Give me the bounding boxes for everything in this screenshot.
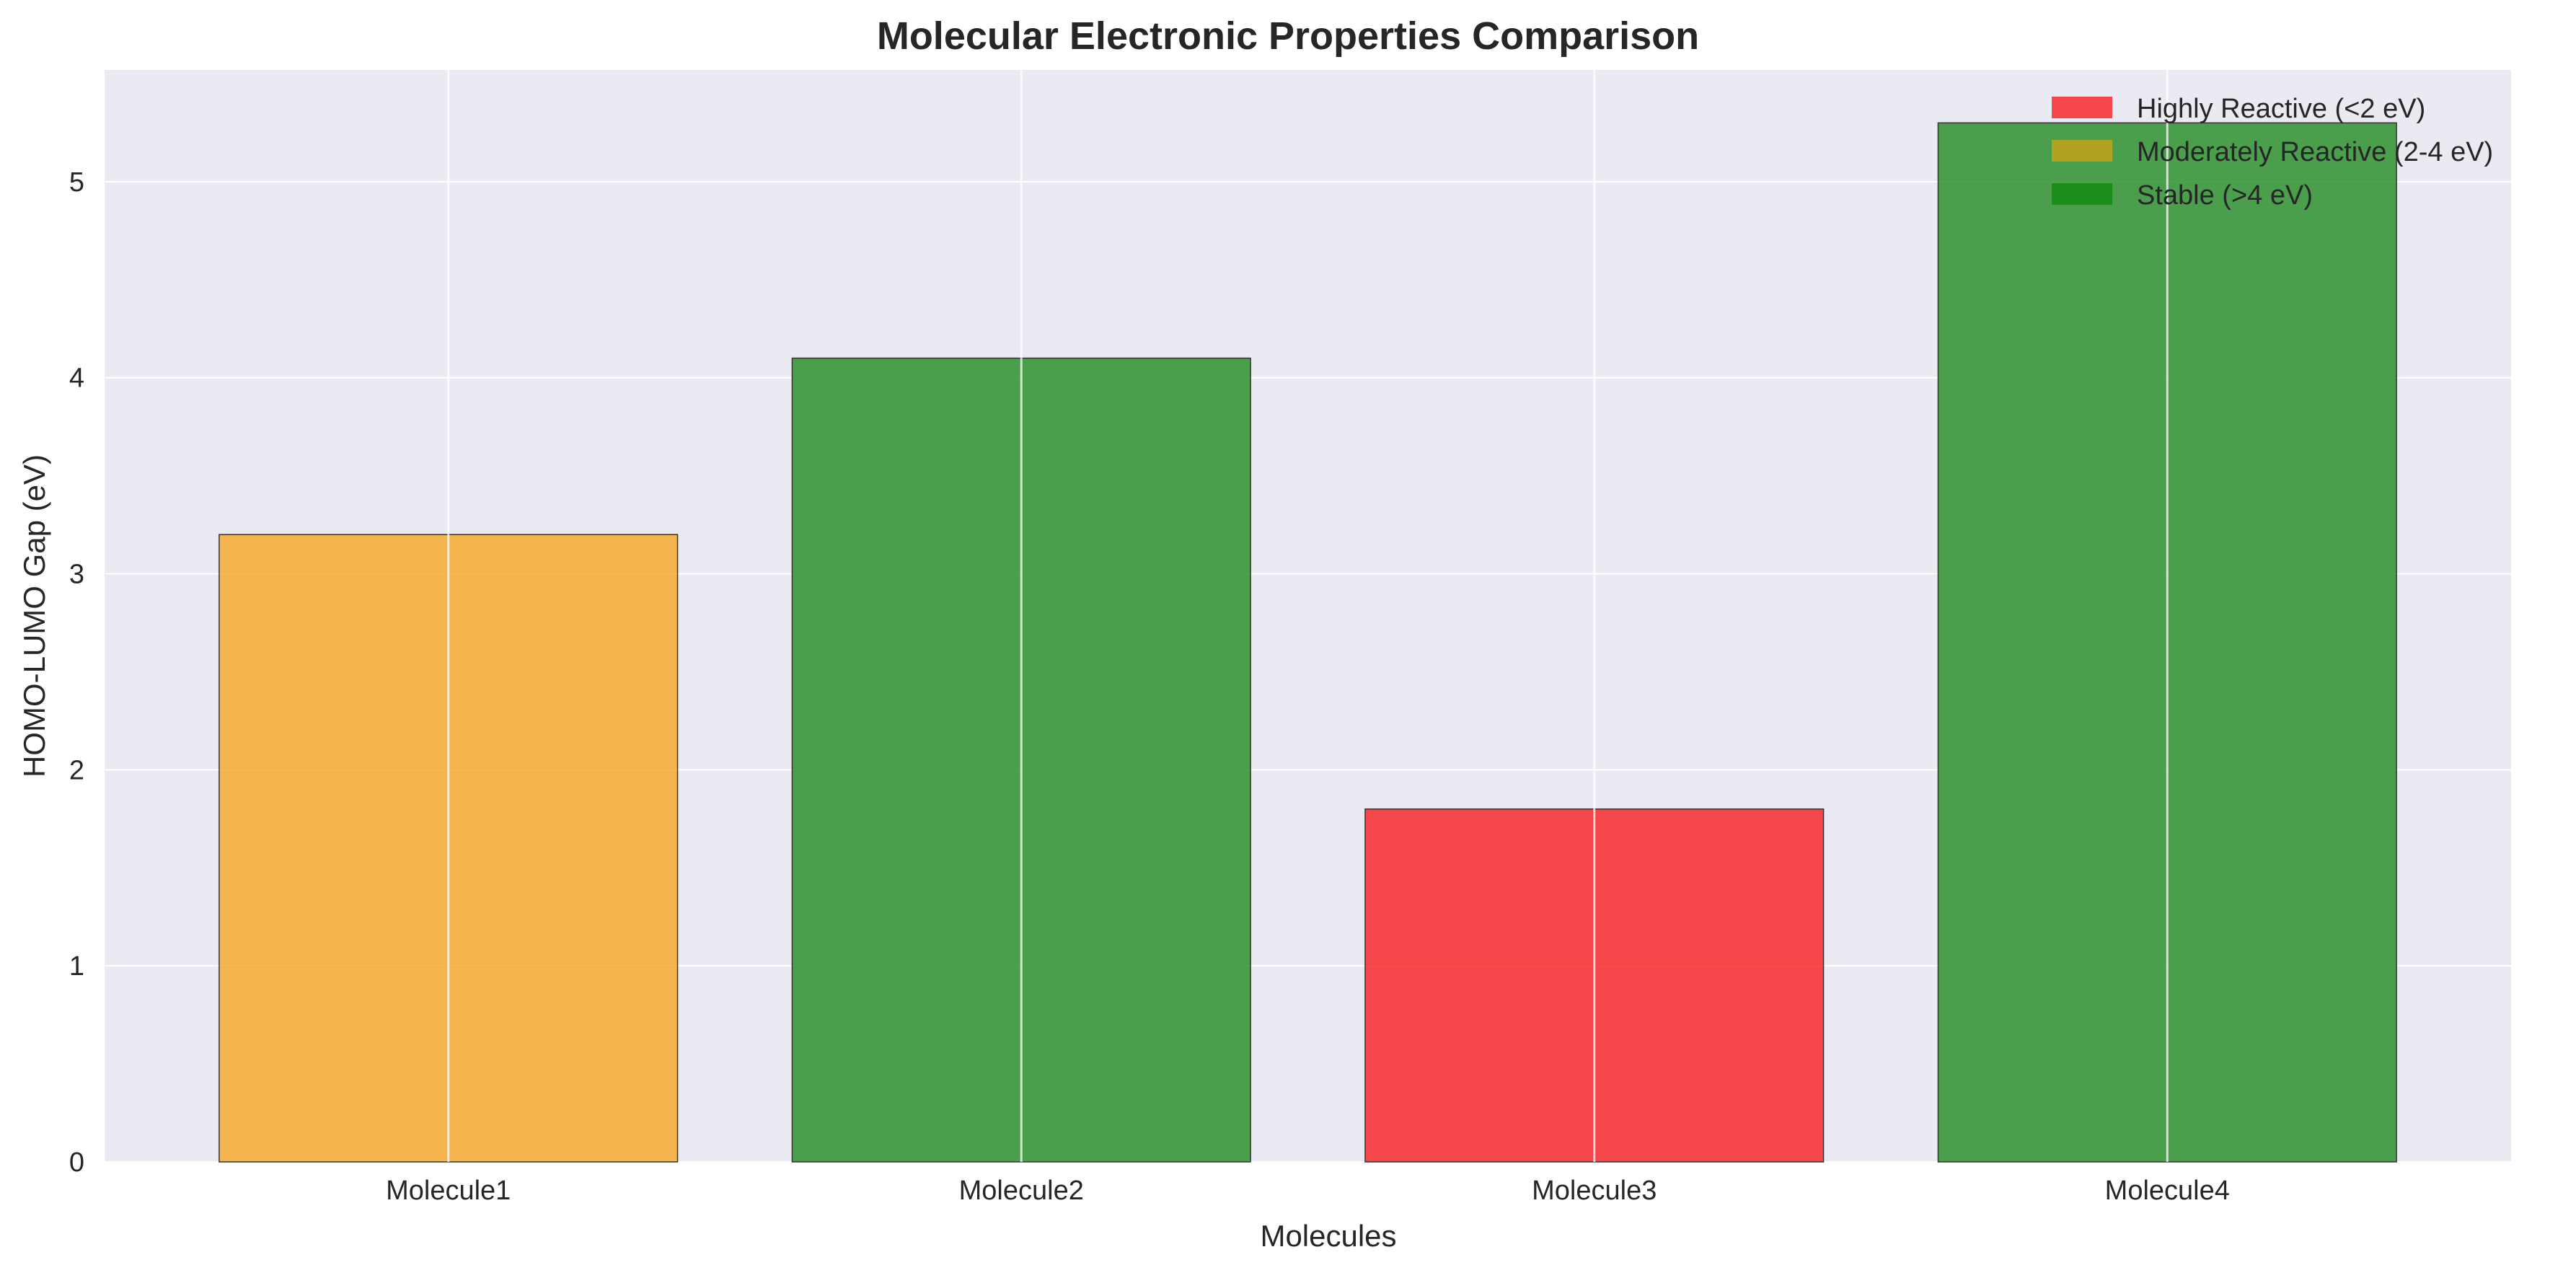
legend-label: Highly Reactive (<2 eV) — [2137, 94, 2425, 124]
y-tick-label: 1 — [69, 951, 84, 982]
legend-label: Stable (>4 eV) — [2137, 180, 2313, 211]
vertical-grid-lines — [447, 70, 2169, 1162]
x-axis-label: Molecules — [1260, 1219, 1396, 1253]
legend-swatch — [2052, 183, 2112, 205]
x-tick-label: Molecule4 — [2105, 1176, 2230, 1206]
chart-title: Molecular Electronic Properties Comparis… — [877, 14, 1699, 58]
y-axis-label: HOMO-LUMO Gap (eV) — [17, 454, 51, 777]
x-tick-label: Molecule1 — [386, 1176, 511, 1206]
legend-swatch — [2052, 140, 2112, 162]
y-tick-label: 5 — [69, 167, 84, 198]
legend: Highly Reactive (<2 eV) Moderately Reacti… — [2052, 94, 2493, 211]
y-tick-label: 3 — [69, 560, 84, 590]
legend-swatch — [2052, 97, 2112, 118]
legend-label: Moderately Reactive (2-4 eV) — [2137, 137, 2493, 167]
y-tick-label: 4 — [69, 363, 84, 394]
y-tick-label: 0 — [69, 1147, 84, 1178]
y-axis-ticks: 0 1 2 3 4 5 — [69, 167, 84, 1178]
x-tick-label: Molecule3 — [1532, 1176, 1657, 1206]
x-axis-ticks: Molecule1 Molecule2 Molecule3 Molecule4 — [386, 1176, 2230, 1206]
x-tick-label: Molecule2 — [959, 1176, 1084, 1206]
y-tick-label: 2 — [69, 755, 84, 785]
